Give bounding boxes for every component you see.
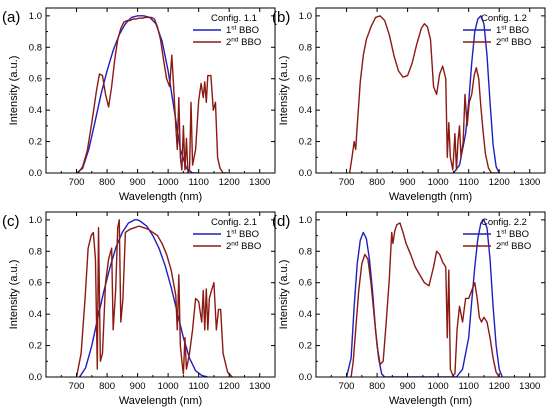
y-axis-label: Intensity (a.u.) bbox=[278, 56, 290, 126]
x-tick-label: 800 bbox=[369, 381, 385, 392]
y-tick-label: 1.0 bbox=[299, 11, 312, 22]
y-tick-label: 0.4 bbox=[29, 105, 42, 116]
y-tick-label: 0.2 bbox=[29, 341, 42, 352]
y-tick-label: 0.8 bbox=[299, 246, 312, 257]
legend-entry-2: 2nd BBO bbox=[226, 37, 261, 49]
y-tick-label: 0.6 bbox=[299, 74, 312, 85]
y-tick-label: 0.6 bbox=[29, 278, 42, 289]
axes-frame bbox=[45, 7, 276, 174]
x-tick-label: 1000 bbox=[428, 381, 449, 392]
y-tick-label: 1.0 bbox=[29, 215, 42, 226]
x-tick-label: 800 bbox=[99, 381, 115, 392]
x-tick-label: 1200 bbox=[489, 177, 510, 188]
y-tick-label: 0.2 bbox=[299, 137, 312, 148]
x-tick-label: 900 bbox=[130, 177, 146, 188]
panel-label: (c) bbox=[2, 213, 20, 230]
x-axis-label: Wavelength (nm) bbox=[119, 395, 202, 407]
chart-panel-3: 700 800 900 1000 1100 1200 1300 0.0 0.2 0.4 0.6 0.8… bbox=[2, 211, 276, 407]
x-tick-label: 900 bbox=[130, 381, 146, 392]
legend-title: Config. 1.2 bbox=[481, 13, 527, 24]
x-tick-label: 700 bbox=[339, 381, 355, 392]
x-tick-label: 700 bbox=[69, 381, 85, 392]
series-line-1 bbox=[452, 15, 500, 173]
y-tick-label: 1.0 bbox=[29, 11, 42, 22]
y-tick-label: 1.0 bbox=[299, 215, 312, 226]
legend-title: Config. 2.1 bbox=[211, 217, 257, 228]
x-tick-label: 1000 bbox=[158, 381, 179, 392]
x-tick-label: 1000 bbox=[428, 177, 449, 188]
legend-entry-1: 1st BBO bbox=[496, 229, 529, 241]
plot-area bbox=[75, 219, 233, 377]
series-line-1 bbox=[345, 219, 503, 377]
x-tick-label: 1100 bbox=[188, 381, 208, 392]
chart-panel-1: 700 800 900 1000 1100 1200 1300 0.0 0.2 0.4 0.6 0.8… bbox=[2, 7, 276, 203]
y-tick-label: 0.4 bbox=[299, 105, 312, 116]
y-axis-label: Intensity (a.u.) bbox=[8, 260, 20, 330]
series-line-2 bbox=[75, 219, 233, 377]
axes-frame bbox=[45, 211, 276, 378]
x-tick-label: 1200 bbox=[219, 381, 240, 392]
y-tick-label: 0.4 bbox=[29, 309, 42, 320]
y-axis-label: Intensity (a.u.) bbox=[278, 260, 290, 330]
y-axis-label: Intensity (a.u.) bbox=[8, 56, 20, 126]
y-tick-label: 0.2 bbox=[29, 137, 42, 148]
x-tick-label: 800 bbox=[99, 177, 115, 188]
panel-label: (d) bbox=[272, 213, 290, 230]
x-tick-label: 700 bbox=[339, 177, 355, 188]
plot-area bbox=[345, 219, 503, 377]
x-tick-label: 700 bbox=[69, 177, 85, 188]
y-tick-label: 0.0 bbox=[299, 372, 312, 383]
chart-panel-4: 700 800 900 1000 1100 1200 1300 0.0 0.2 0.4 0.6 0.8… bbox=[272, 211, 546, 407]
chart-panel-2: 700 800 900 1000 1100 1200 1300 0.0 0.2 0.4 0.6 0.8… bbox=[272, 7, 546, 203]
x-tick-label: 1300 bbox=[519, 381, 540, 392]
legend-title: Config. 2.2 bbox=[481, 217, 527, 228]
legend-entry-2: 2nd BBO bbox=[496, 37, 531, 49]
x-tick-label: 900 bbox=[400, 177, 416, 188]
y-tick-label: 0.2 bbox=[299, 341, 312, 352]
legend-entry-1: 1st BBO bbox=[226, 25, 259, 37]
x-tick-label: 1200 bbox=[219, 177, 240, 188]
y-tick-label: 0.8 bbox=[29, 246, 42, 257]
legend-entry-1: 1st BBO bbox=[496, 25, 529, 37]
x-tick-label: 1000 bbox=[158, 177, 179, 188]
series-line-2 bbox=[77, 16, 228, 173]
series-line-2 bbox=[350, 222, 500, 377]
y-tick-label: 0.0 bbox=[29, 168, 42, 179]
x-tick-label: 800 bbox=[369, 177, 385, 188]
axes-frame bbox=[315, 7, 546, 174]
y-tick-label: 0.0 bbox=[299, 168, 312, 179]
legend-entry-1: 1st BBO bbox=[226, 229, 259, 241]
y-tick-label: 0.6 bbox=[299, 278, 312, 289]
x-axis-label: Wavelength (nm) bbox=[119, 191, 202, 203]
x-tick-label: 900 bbox=[400, 381, 416, 392]
x-tick-label: 1200 bbox=[489, 381, 510, 392]
panel-label: (b) bbox=[272, 9, 290, 26]
x-tick-label: 1100 bbox=[458, 177, 478, 188]
legend-entry-2: 2nd BBO bbox=[226, 241, 261, 253]
panel-label: (a) bbox=[2, 9, 20, 26]
x-tick-label: 1300 bbox=[519, 177, 540, 188]
y-tick-label: 0.0 bbox=[29, 372, 42, 383]
legend-entry-2: 2nd BBO bbox=[496, 241, 531, 253]
plot-area bbox=[76, 15, 228, 173]
legend-title: Config. 1.1 bbox=[211, 13, 257, 24]
y-tick-label: 0.4 bbox=[299, 309, 312, 320]
plot-area bbox=[348, 15, 500, 173]
x-axis-label: Wavelength (nm) bbox=[389, 191, 472, 203]
x-tick-label: 1300 bbox=[249, 381, 270, 392]
axes-frame bbox=[315, 211, 546, 378]
x-axis-label: Wavelength (nm) bbox=[389, 395, 472, 407]
series-line-2 bbox=[348, 15, 498, 173]
x-tick-label: 1100 bbox=[188, 177, 208, 188]
y-tick-label: 0.8 bbox=[29, 42, 42, 53]
x-tick-label: 1100 bbox=[458, 381, 478, 392]
y-tick-label: 0.8 bbox=[299, 42, 312, 53]
y-tick-label: 0.6 bbox=[29, 74, 42, 85]
x-tick-label: 1300 bbox=[249, 177, 270, 188]
